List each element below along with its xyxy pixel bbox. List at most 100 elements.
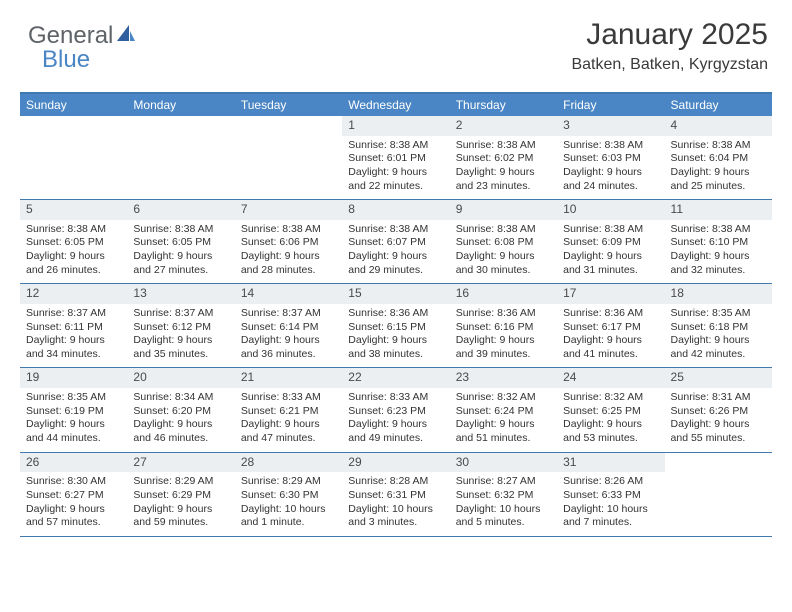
day-number: 28 [235, 453, 342, 473]
day-details: Sunrise: 8:38 AM Sunset: 6:05 PM Dayligh… [127, 220, 234, 284]
day-number: 23 [450, 368, 557, 388]
day-details: Sunrise: 8:38 AM Sunset: 6:07 PM Dayligh… [342, 220, 449, 284]
day-number: 10 [557, 200, 664, 220]
day-number: 22 [342, 368, 449, 388]
day-number: 2 [450, 116, 557, 136]
day-cell [20, 116, 127, 199]
day-cell: 23Sunrise: 8:32 AM Sunset: 6:24 PM Dayli… [450, 368, 557, 451]
day-cell: 19Sunrise: 8:35 AM Sunset: 6:19 PM Dayli… [20, 368, 127, 451]
day-number: 24 [557, 368, 664, 388]
day-details: Sunrise: 8:34 AM Sunset: 6:20 PM Dayligh… [127, 388, 234, 452]
day-number [127, 116, 234, 136]
day-details: Sunrise: 8:29 AM Sunset: 6:29 PM Dayligh… [127, 472, 234, 536]
day-details: Sunrise: 8:38 AM Sunset: 6:02 PM Dayligh… [450, 136, 557, 200]
day-cell: 28Sunrise: 8:29 AM Sunset: 6:30 PM Dayli… [235, 453, 342, 536]
day-header-saturday: Saturday [665, 94, 772, 116]
day-number: 7 [235, 200, 342, 220]
day-details: Sunrise: 8:26 AM Sunset: 6:33 PM Dayligh… [557, 472, 664, 536]
day-cell: 26Sunrise: 8:30 AM Sunset: 6:27 PM Dayli… [20, 453, 127, 536]
day-details: Sunrise: 8:38 AM Sunset: 6:09 PM Dayligh… [557, 220, 664, 284]
day-number: 11 [665, 200, 772, 220]
day-cell: 8Sunrise: 8:38 AM Sunset: 6:07 PM Daylig… [342, 200, 449, 283]
day-cell: 12Sunrise: 8:37 AM Sunset: 6:11 PM Dayli… [20, 284, 127, 367]
day-number: 16 [450, 284, 557, 304]
day-details: Sunrise: 8:32 AM Sunset: 6:25 PM Dayligh… [557, 388, 664, 452]
day-number: 19 [20, 368, 127, 388]
day-cell: 14Sunrise: 8:37 AM Sunset: 6:14 PM Dayli… [235, 284, 342, 367]
day-cell: 17Sunrise: 8:36 AM Sunset: 6:17 PM Dayli… [557, 284, 664, 367]
day-cell: 18Sunrise: 8:35 AM Sunset: 6:18 PM Dayli… [665, 284, 772, 367]
week-row: 5Sunrise: 8:38 AM Sunset: 6:05 PM Daylig… [20, 200, 772, 284]
day-number [235, 116, 342, 136]
day-cell: 16Sunrise: 8:36 AM Sunset: 6:16 PM Dayli… [450, 284, 557, 367]
day-header-friday: Friday [557, 94, 664, 116]
day-cell: 7Sunrise: 8:38 AM Sunset: 6:06 PM Daylig… [235, 200, 342, 283]
day-cell: 6Sunrise: 8:38 AM Sunset: 6:05 PM Daylig… [127, 200, 234, 283]
day-cell: 4Sunrise: 8:38 AM Sunset: 6:04 PM Daylig… [665, 116, 772, 199]
day-number: 29 [342, 453, 449, 473]
day-cell: 11Sunrise: 8:38 AM Sunset: 6:10 PM Dayli… [665, 200, 772, 283]
week-row: 19Sunrise: 8:35 AM Sunset: 6:19 PM Dayli… [20, 368, 772, 452]
day-cell: 15Sunrise: 8:36 AM Sunset: 6:15 PM Dayli… [342, 284, 449, 367]
day-details: Sunrise: 8:36 AM Sunset: 6:16 PM Dayligh… [450, 304, 557, 368]
day-number: 9 [450, 200, 557, 220]
day-details: Sunrise: 8:28 AM Sunset: 6:31 PM Dayligh… [342, 472, 449, 536]
day-number: 21 [235, 368, 342, 388]
day-cell: 10Sunrise: 8:38 AM Sunset: 6:09 PM Dayli… [557, 200, 664, 283]
day-header-wednesday: Wednesday [342, 94, 449, 116]
day-details: Sunrise: 8:37 AM Sunset: 6:11 PM Dayligh… [20, 304, 127, 368]
day-details: Sunrise: 8:38 AM Sunset: 6:06 PM Dayligh… [235, 220, 342, 284]
day-details: Sunrise: 8:38 AM Sunset: 6:03 PM Dayligh… [557, 136, 664, 200]
day-number: 15 [342, 284, 449, 304]
day-cell: 24Sunrise: 8:32 AM Sunset: 6:25 PM Dayli… [557, 368, 664, 451]
week-row: 1Sunrise: 8:38 AM Sunset: 6:01 PM Daylig… [20, 116, 772, 200]
day-details: Sunrise: 8:33 AM Sunset: 6:21 PM Dayligh… [235, 388, 342, 452]
day-details: Sunrise: 8:38 AM Sunset: 6:05 PM Dayligh… [20, 220, 127, 284]
day-cell [127, 116, 234, 199]
sail-icon [115, 22, 137, 50]
page-header: January 2025 Batken, Batken, Kyrgyzstan [571, 18, 768, 74]
day-number: 1 [342, 116, 449, 136]
day-number: 27 [127, 453, 234, 473]
day-number: 18 [665, 284, 772, 304]
day-details: Sunrise: 8:29 AM Sunset: 6:30 PM Dayligh… [235, 472, 342, 536]
day-header-tuesday: Tuesday [235, 94, 342, 116]
day-details: Sunrise: 8:35 AM Sunset: 6:19 PM Dayligh… [20, 388, 127, 452]
day-number: 30 [450, 453, 557, 473]
day-cell: 22Sunrise: 8:33 AM Sunset: 6:23 PM Dayli… [342, 368, 449, 451]
day-details: Sunrise: 8:36 AM Sunset: 6:17 PM Dayligh… [557, 304, 664, 368]
calendar-grid: Sunday Monday Tuesday Wednesday Thursday… [20, 92, 772, 537]
day-details: Sunrise: 8:33 AM Sunset: 6:23 PM Dayligh… [342, 388, 449, 452]
day-cell: 27Sunrise: 8:29 AM Sunset: 6:29 PM Dayli… [127, 453, 234, 536]
brand-name-part2: Blue [42, 46, 90, 74]
day-number: 8 [342, 200, 449, 220]
day-number: 3 [557, 116, 664, 136]
day-details: Sunrise: 8:32 AM Sunset: 6:24 PM Dayligh… [450, 388, 557, 452]
day-header-row: Sunday Monday Tuesday Wednesday Thursday… [20, 94, 772, 116]
day-cell: 20Sunrise: 8:34 AM Sunset: 6:20 PM Dayli… [127, 368, 234, 451]
day-header-thursday: Thursday [450, 94, 557, 116]
day-number: 14 [235, 284, 342, 304]
day-cell: 31Sunrise: 8:26 AM Sunset: 6:33 PM Dayli… [557, 453, 664, 536]
day-details: Sunrise: 8:27 AM Sunset: 6:32 PM Dayligh… [450, 472, 557, 536]
day-cell: 30Sunrise: 8:27 AM Sunset: 6:32 PM Dayli… [450, 453, 557, 536]
day-cell [665, 453, 772, 536]
day-number: 17 [557, 284, 664, 304]
day-number: 26 [20, 453, 127, 473]
day-details: Sunrise: 8:30 AM Sunset: 6:27 PM Dayligh… [20, 472, 127, 536]
day-cell: 1Sunrise: 8:38 AM Sunset: 6:01 PM Daylig… [342, 116, 449, 199]
day-details: Sunrise: 8:38 AM Sunset: 6:01 PM Dayligh… [342, 136, 449, 200]
location-text: Batken, Batken, Kyrgyzstan [571, 56, 768, 74]
day-number: 6 [127, 200, 234, 220]
day-number: 13 [127, 284, 234, 304]
day-number: 12 [20, 284, 127, 304]
day-details: Sunrise: 8:37 AM Sunset: 6:12 PM Dayligh… [127, 304, 234, 368]
day-cell: 3Sunrise: 8:38 AM Sunset: 6:03 PM Daylig… [557, 116, 664, 199]
day-cell: 9Sunrise: 8:38 AM Sunset: 6:08 PM Daylig… [450, 200, 557, 283]
day-header-sunday: Sunday [20, 94, 127, 116]
day-number: 25 [665, 368, 772, 388]
day-number [665, 453, 772, 473]
day-cell: 29Sunrise: 8:28 AM Sunset: 6:31 PM Dayli… [342, 453, 449, 536]
week-row: 12Sunrise: 8:37 AM Sunset: 6:11 PM Dayli… [20, 284, 772, 368]
month-title: January 2025 [571, 18, 768, 52]
